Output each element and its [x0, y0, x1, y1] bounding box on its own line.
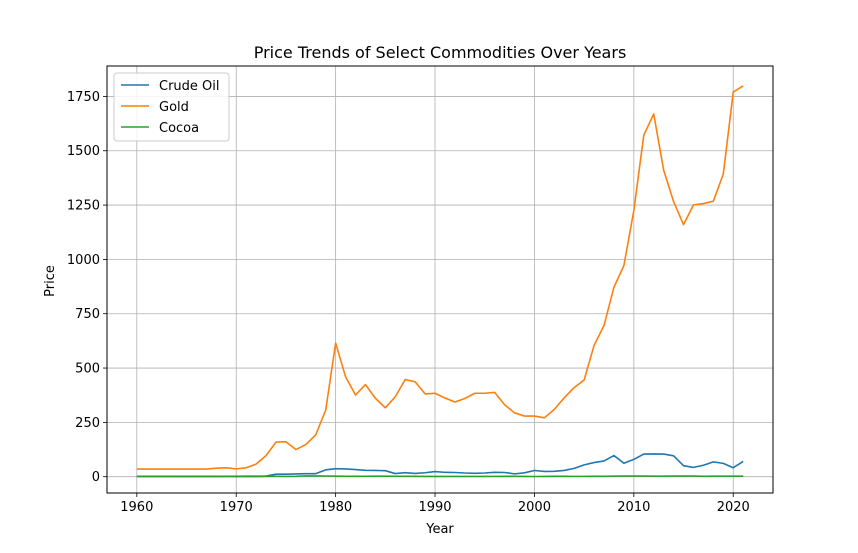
y-tick-label: 1000 — [67, 253, 100, 268]
y-axis-label: Price — [43, 265, 58, 297]
x-tick-label: 1970 — [220, 500, 253, 515]
x-tick-label: 2010 — [617, 500, 650, 515]
y-tick-label: 250 — [75, 416, 100, 431]
x-axis-label: Year — [425, 522, 454, 537]
y-tick-label: 1500 — [67, 144, 100, 159]
series-line-cocoa — [136, 475, 744, 478]
y-tick-label: 1750 — [67, 90, 100, 105]
plot-area-frame — [106, 65, 774, 494]
legend-box — [113, 72, 230, 142]
x-tick-label: 2000 — [518, 500, 551, 515]
series-line-gold — [136, 85, 744, 470]
x-tick-label: 1990 — [418, 500, 451, 515]
legend-label: Crude Oil — [159, 79, 220, 94]
legend-label: Cocoa — [159, 121, 199, 136]
legend: Crude Oil Gold Cocoa — [113, 72, 230, 142]
x-tick-label: 1980 — [319, 500, 352, 515]
y-tick-label: 500 — [75, 362, 100, 377]
legend-label: Gold — [159, 100, 189, 115]
chart-title: Price Trends of Select Commodities Over … — [254, 43, 627, 62]
y-tick-label: 1250 — [67, 199, 100, 214]
y-tick-label: 750 — [75, 307, 100, 322]
x-tick-label: 2020 — [717, 500, 750, 515]
y-axis-ticks: 0 250 500 750 1000 1250 1500 1750 — [67, 90, 107, 485]
series-lines — [136, 85, 744, 478]
x-tick-label: 1960 — [120, 500, 153, 515]
x-axis-ticks: 1960 1970 1980 1990 2000 2010 2020 — [120, 493, 750, 515]
y-tick-label: 0 — [92, 470, 100, 485]
